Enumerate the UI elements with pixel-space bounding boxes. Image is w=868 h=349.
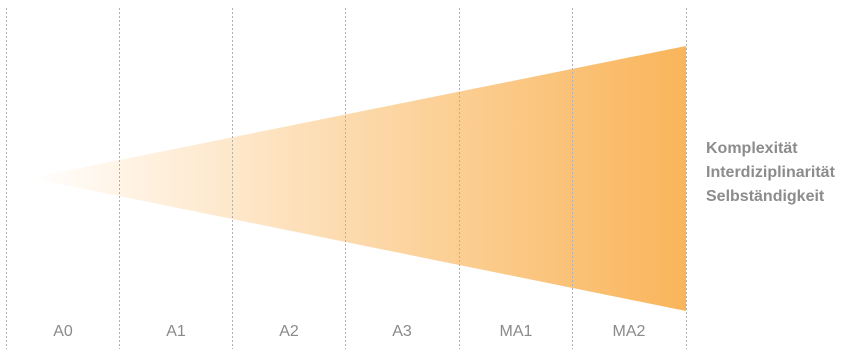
dimension-label-independence: Selbständigkeit [706, 188, 825, 205]
dimension-label-complexity: Komplexität [706, 140, 798, 157]
stage-label-ma1: MA1 [500, 323, 533, 340]
stage-label-a2: A2 [279, 323, 299, 340]
dimension-labels: Komplexität Interdiziplinarität Selbstän… [706, 137, 868, 209]
stage-label-ma2: MA2 [613, 323, 646, 340]
stage-label-a1: A1 [166, 323, 186, 340]
stage-label-a3: A3 [392, 323, 412, 340]
dimension-label-interdisciplinarity: Interdiziplinarität [706, 164, 835, 181]
stage-label-a0: A0 [53, 323, 73, 340]
stage-dividers [6, 8, 687, 349]
growth-wedge [30, 46, 686, 311]
stage-labels: A0 A1 A2 A3 MA1 MA2 [53, 323, 645, 340]
